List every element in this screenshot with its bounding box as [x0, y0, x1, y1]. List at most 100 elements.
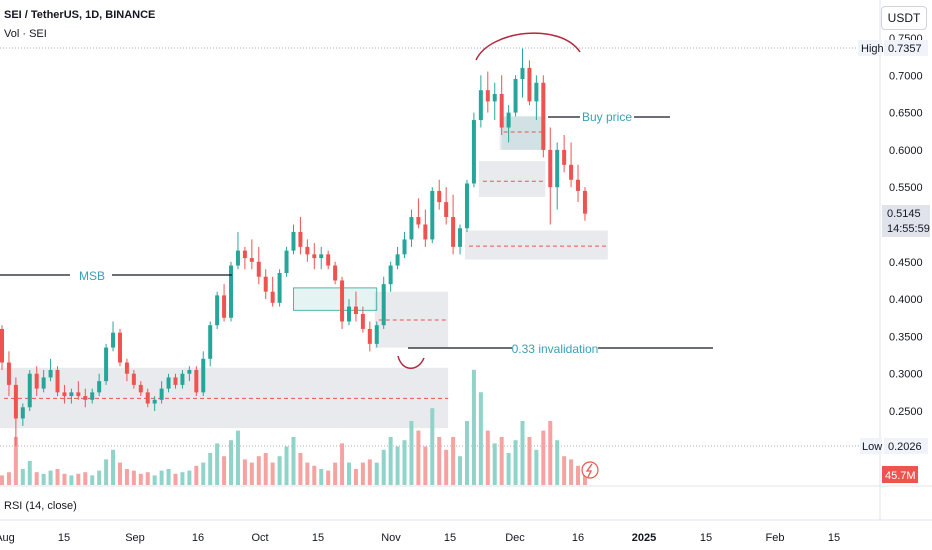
- candle: [576, 164, 581, 203]
- candle: [569, 142, 574, 188]
- msb-annotation[interactable]: MSB: [0, 269, 232, 283]
- volume-bar: [27, 461, 32, 485]
- candle-body: [562, 149, 567, 165]
- candle-body: [576, 179, 581, 191]
- svg-text:Low: Low: [862, 441, 882, 453]
- candle-body: [284, 250, 289, 273]
- volume-bar: [159, 470, 164, 485]
- candle: [381, 276, 386, 329]
- candle-body: [388, 265, 393, 285]
- volume-bar: [97, 470, 102, 485]
- buy-price-annotation[interactable]: Buy price: [548, 110, 670, 124]
- invalidation-annotation[interactable]: 0.33 invalidation: [408, 342, 713, 356]
- volume-value-label: 45.7M: [882, 466, 918, 483]
- volume-bar: [548, 421, 553, 485]
- volume-bar: [138, 473, 143, 485]
- candle-body: [395, 254, 400, 266]
- candle: [444, 187, 449, 225]
- candle-body: [582, 190, 587, 214]
- candle: [249, 239, 254, 270]
- time-tick-label: 15: [312, 532, 324, 544]
- candle-body: [55, 369, 60, 393]
- volume-bar: [513, 440, 518, 485]
- candle: [353, 291, 358, 322]
- price-tick-label: 0.6000: [889, 145, 923, 157]
- candle-body: [541, 82, 546, 150]
- candle: [131, 369, 136, 389]
- candle: [222, 284, 227, 322]
- candle-body: [381, 284, 386, 326]
- candle-body: [430, 190, 435, 240]
- candle: [360, 306, 365, 333]
- candle: [367, 321, 372, 352]
- volume-bar: [541, 430, 546, 485]
- volume-bar: [0, 475, 4, 485]
- candle: [194, 366, 199, 397]
- high-price-label: High 0.7357: [858, 40, 928, 56]
- volume-bar: [166, 469, 171, 485]
- candle: [124, 358, 129, 382]
- candle-body: [347, 306, 351, 322]
- volume-bar: [381, 449, 386, 485]
- volume-bar: [534, 449, 539, 485]
- candle-body: [180, 373, 185, 385]
- candle: [430, 187, 435, 244]
- volume-bar: [263, 453, 268, 485]
- candle-body: [166, 377, 171, 389]
- volume-bar: [402, 440, 407, 485]
- candle-body: [305, 246, 310, 255]
- bottom-arc-drawing[interactable]: [397, 355, 425, 369]
- candle: [55, 366, 60, 397]
- volume-bar: [187, 470, 192, 485]
- volume-bar: [298, 453, 303, 485]
- candle: [111, 321, 116, 352]
- volume-indicator-label[interactable]: Vol · SEI: [4, 28, 47, 40]
- candle: [201, 351, 206, 397]
- volume-bar: [111, 449, 116, 485]
- candle-body: [270, 291, 275, 303]
- volume-bar: [215, 443, 220, 485]
- candle: [527, 60, 532, 106]
- candle: [395, 246, 400, 270]
- candle-body: [506, 112, 511, 128]
- top-arc-drawing[interactable]: [475, 32, 581, 61]
- volume-bar: [312, 465, 317, 485]
- volume-bar: [388, 437, 393, 485]
- price-tick-label: 0.4500: [889, 257, 923, 269]
- volume-bar: [492, 443, 497, 485]
- candle: [159, 381, 164, 404]
- candle: [83, 388, 88, 408]
- rsi-indicator-label[interactable]: RSI (14, close): [4, 500, 77, 512]
- candle: [499, 75, 504, 135]
- time-tick-label: 15: [700, 532, 712, 544]
- candle-body: [222, 295, 227, 318]
- candle: [506, 105, 511, 143]
- candle: [555, 142, 560, 210]
- candle-body: [215, 295, 220, 326]
- volume-bar: [152, 475, 157, 485]
- price-tick-label: 0.2500: [889, 406, 923, 418]
- time-tick-label: 16: [192, 532, 204, 544]
- candle-body: [478, 90, 483, 121]
- time-axis[interactable]: Aug 15 Sep 16 Oct 15 Nov 15 Dec 16 2025 15 Feb 15: [0, 532, 840, 544]
- volume-bar: [104, 459, 109, 485]
- volume-bar: [34, 472, 39, 485]
- candle-body: [548, 149, 553, 188]
- candle: [388, 261, 393, 292]
- currency-button[interactable]: USDT: [881, 6, 927, 30]
- candle-body: [201, 358, 206, 393]
- volume-bar: [576, 465, 581, 485]
- candle-body: [416, 217, 421, 225]
- alert-icon[interactable]: [581, 461, 599, 479]
- time-tick-label: 2025: [632, 532, 656, 544]
- candle: [312, 243, 317, 270]
- candle: [492, 82, 497, 121]
- candle-body: [451, 217, 456, 247]
- candle-body: [69, 392, 74, 397]
- volume-bar: [340, 443, 345, 485]
- candle: [145, 388, 150, 408]
- candle: [173, 373, 178, 389]
- volume-bar: [444, 449, 449, 485]
- volume-bar: [83, 472, 88, 485]
